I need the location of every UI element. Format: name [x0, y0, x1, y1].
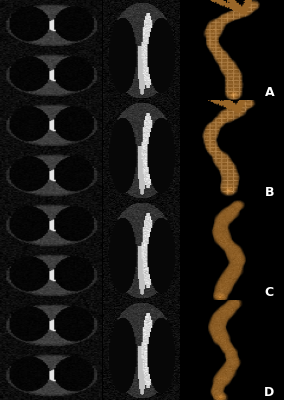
Text: C: C [265, 286, 274, 298]
Text: B: B [265, 186, 274, 198]
Text: D: D [264, 386, 275, 398]
Text: A: A [265, 86, 274, 98]
